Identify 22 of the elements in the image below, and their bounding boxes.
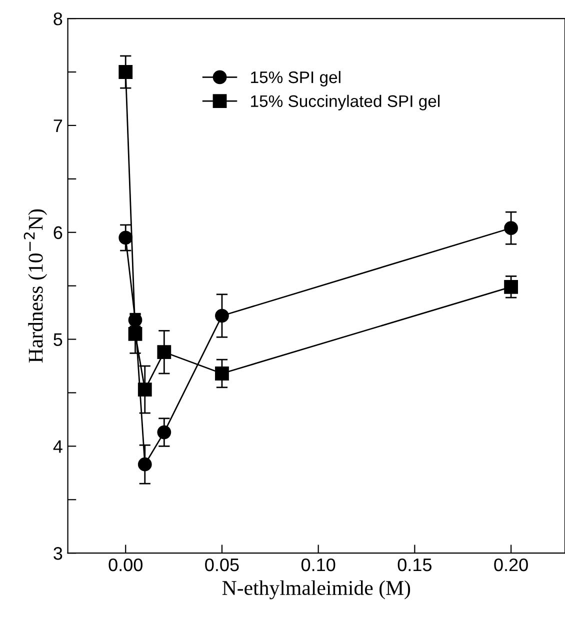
legend-label: 15% Succinylated SPI gel [251, 94, 440, 110]
x-tick-label: 0.20 [494, 558, 528, 572]
x-tick-label: 0.15 [398, 558, 432, 572]
point [215, 308, 229, 323]
legend-label: 15% SPI gel [251, 70, 340, 86]
y-tick-label: 8 [54, 12, 62, 26]
x-tick-label: 0.00 [108, 558, 142, 572]
y-tick-label: 5 [54, 333, 62, 346]
point [504, 221, 518, 236]
x-tick-label: 0.05 [205, 558, 239, 572]
point [157, 345, 172, 360]
point [118, 65, 133, 79]
y-axis-title: Hardness (10$^{−2}$N) [24, 209, 48, 363]
point [215, 366, 229, 380]
point [504, 280, 518, 294]
y-tick-label: 6 [54, 226, 62, 240]
y-tick-label: 7 [54, 120, 62, 132]
x-axis-title: N-ethylmaleimide (M) [222, 580, 410, 600]
point [138, 382, 152, 396]
x-tick-label: 0.10 [301, 558, 336, 572]
y-tick-label: 3 [54, 547, 62, 560]
y-tick-label: 4 [53, 440, 62, 453]
